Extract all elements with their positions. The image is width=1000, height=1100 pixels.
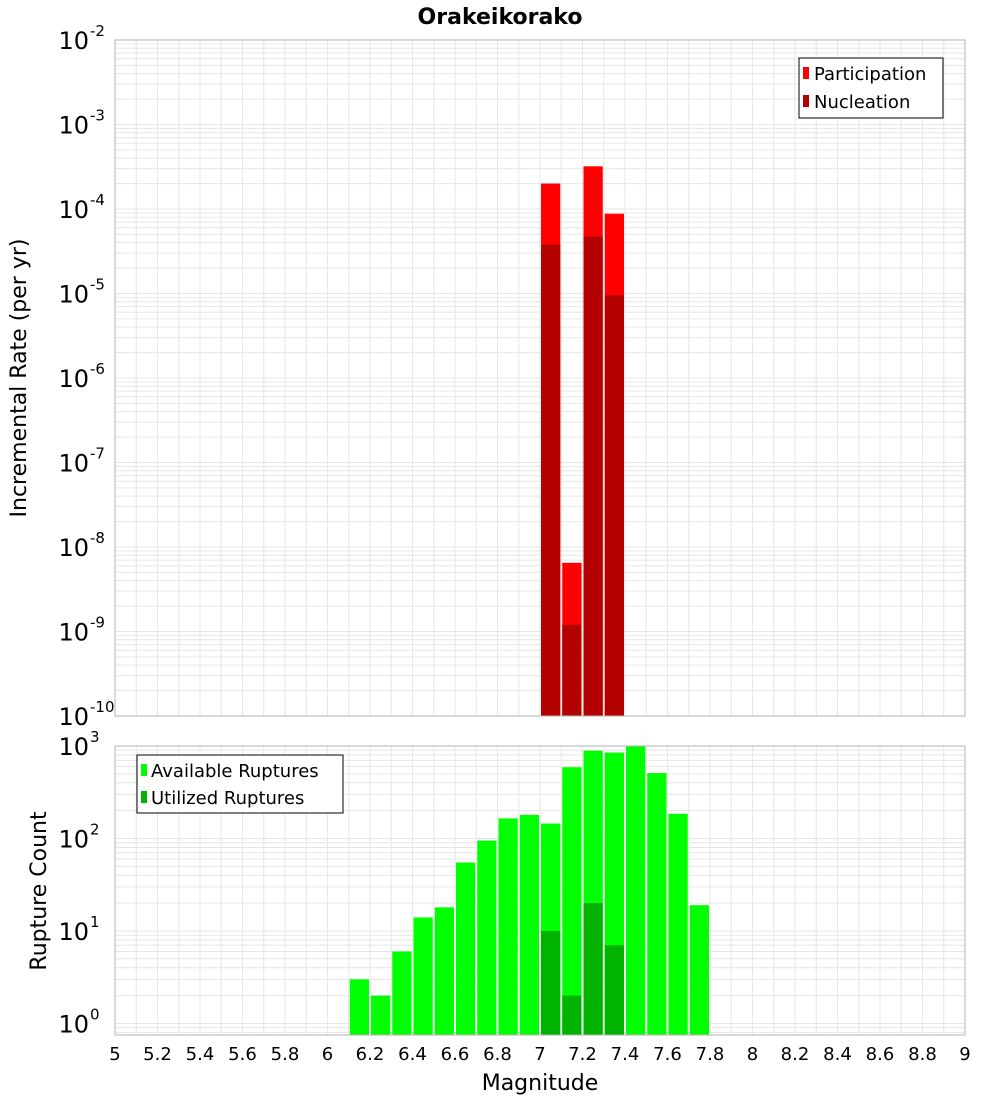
bar-available: [413, 917, 433, 1035]
top-plot-frame: [114, 39, 966, 717]
x-tick-label: 8.8: [908, 1044, 937, 1065]
bar-utilized: [562, 995, 582, 1035]
top-y-tick-exponent: -9: [90, 614, 105, 632]
top-y-tick-exponent: -5: [90, 276, 105, 294]
legend-swatch-participation: [803, 67, 809, 79]
top-y-tick-label: 10: [58, 619, 89, 647]
x-tick-labels: 5 5.2 5.4 5.6 5.8 6 6.2 6.4 6.6 6.8 7 7.2 7.4 7.6 7.8 8…: [109, 1044, 970, 1065]
top-grid: [114, 40, 966, 717]
legend-swatch-utilized: [141, 791, 147, 803]
bar-nucleation: [562, 624, 582, 716]
top-y-axis-label: Incremental Rate (per yr): [7, 239, 32, 518]
legend-label-available: Available Ruptures: [151, 761, 319, 782]
bar-nucleation: [604, 295, 624, 716]
bar-available: [349, 979, 369, 1035]
bar-available: [562, 767, 582, 1035]
bar-available: [498, 818, 518, 1035]
bottom-legend-box: [136, 754, 344, 814]
top-y-tick-label: 10: [58, 27, 89, 55]
x-tick-label: 5.8: [271, 1044, 300, 1065]
bottom-y-tick-label: 10: [58, 825, 89, 853]
bottom-y-tick-exponent: 0: [90, 1005, 100, 1023]
top-y-tick-exponent: -10: [90, 698, 115, 716]
bar-available: [689, 905, 709, 1035]
bottom-bars: [349, 746, 709, 1035]
x-tick-label: 7: [534, 1044, 545, 1065]
x-tick-label: 7.4: [611, 1044, 640, 1065]
bottom-y-axis-label: Rupture Count: [27, 811, 52, 971]
bar-utilized: [541, 930, 561, 1035]
x-tick-label: 5.4: [186, 1044, 215, 1065]
x-tick-label: 9: [959, 1044, 970, 1065]
bar-available: [647, 773, 667, 1035]
x-tick-label: 8.4: [823, 1044, 852, 1065]
bar-utilized: [604, 945, 624, 1035]
legend-label-participation: Participation: [814, 64, 926, 85]
x-tick-label: 6.8: [483, 1044, 512, 1065]
top-legend-box: [798, 57, 944, 119]
bar-available: [371, 995, 391, 1035]
top-y-tick-exponent: -2: [90, 22, 105, 40]
top-y-tick-exponent: -7: [90, 445, 105, 463]
top-y-tick-label: 10: [58, 703, 89, 731]
top-bars: [541, 166, 624, 716]
bar-available: [519, 814, 539, 1035]
x-tick-label: 6.4: [398, 1044, 427, 1065]
x-tick-label: 7.2: [568, 1044, 597, 1065]
legend-label-nucleation: Nucleation: [814, 92, 910, 113]
x-tick-label: 8: [747, 1044, 758, 1065]
bottom-plot-frame: [114, 745, 966, 1036]
x-tick-label: 7.6: [653, 1044, 682, 1065]
x-tick-label: 8.2: [781, 1044, 810, 1065]
top-y-tick-label: 10: [58, 281, 89, 309]
x-axis-label: Magnitude: [482, 1071, 599, 1096]
bar-available: [477, 840, 497, 1035]
bottom-y-tick-exponent: 3: [90, 728, 100, 746]
bar-available: [434, 907, 454, 1035]
bottom-y-tick-exponent: 1: [90, 913, 100, 931]
bar-nucleation: [541, 244, 561, 716]
top-y-tick-exponent: -3: [90, 107, 105, 125]
bar-available: [626, 746, 646, 1035]
x-tick-label: 7.8: [696, 1044, 725, 1065]
x-tick-label: 5: [109, 1044, 120, 1065]
top-y-tick-label: 10: [58, 450, 89, 478]
top-y-tick-label: 10: [58, 534, 89, 562]
bar-utilized: [583, 903, 603, 1035]
bar-available: [456, 862, 476, 1035]
top-legend: Participation Nucleation: [798, 57, 944, 119]
top-y-tick-label: 10: [58, 112, 89, 140]
top-y-tick-exponent: -8: [90, 529, 105, 547]
top-y-tick-exponent: -4: [90, 191, 105, 209]
bar-available: [668, 813, 688, 1035]
chart-title: Orakeikorako: [418, 5, 583, 30]
bar-available: [392, 951, 412, 1035]
bottom-y-tick-label: 10: [58, 733, 89, 761]
top-y-tick-label: 10: [58, 196, 89, 224]
bar-nucleation: [583, 236, 603, 716]
legend-swatch-available: [141, 764, 147, 776]
top-y-tick-exponent: -6: [90, 360, 105, 378]
bottom-y-tick-label: 10: [58, 918, 89, 946]
x-tick-label: 6: [322, 1044, 333, 1065]
x-tick-label: 6.6: [441, 1044, 470, 1065]
legend-label-utilized: Utilized Ruptures: [151, 788, 304, 809]
bottom-y-tick-exponent: 2: [90, 820, 100, 838]
x-tick-label: 5.2: [143, 1044, 172, 1065]
bottom-legend: Available Ruptures Utilized Ruptures: [136, 754, 344, 814]
bottom-y-tick-label: 10: [58, 1010, 89, 1038]
x-tick-label: 8.6: [866, 1044, 895, 1065]
top-y-tick-label: 10: [58, 365, 89, 393]
x-tick-label: 6.2: [356, 1044, 385, 1065]
x-tick-label: 5.6: [228, 1044, 257, 1065]
legend-swatch-nucleation: [803, 95, 809, 107]
